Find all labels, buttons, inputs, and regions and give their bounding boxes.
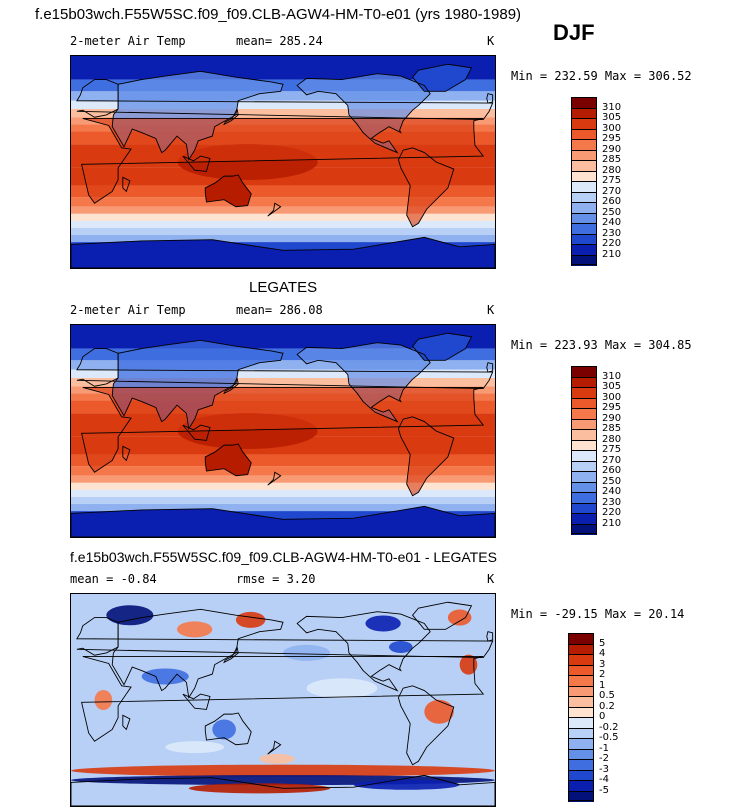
panel-2-units: K [487,303,495,317]
panel-1-map [70,55,496,269]
colorbar-label: 305 [602,381,622,392]
colorbar-label: 0.2 [599,700,615,712]
colorbar-label: -2 [599,753,609,764]
colorbar-label: 0.5 [599,690,615,701]
panel-3-title: f.e15b03wch.F55W5SC.f09_f09.CLB-AGW4-HM-… [70,549,497,565]
colorbar-frame [571,366,597,534]
season-label: DJF [553,20,595,45]
panel-1-units: K [487,34,495,48]
colorbar-label: 290 [602,412,622,424]
colorbar-label: 305 [602,112,622,123]
colorbar-label: 1 [599,679,606,691]
panel-2-map [70,324,496,538]
panel-3-colorbar: 5 4 3 2 1 0.5 0.2 0 -0.2 -0.5 -1 -2 -3 -4 -5 [568,633,628,802]
colorbar-label: 275 [602,444,622,455]
colorbar-label: -0.5 [599,732,619,743]
colorbar-label: 270 [602,185,622,197]
panel-2-minmax: Min = 223.93 Max = 304.85 [511,338,692,352]
panel-3-units: K [487,572,495,586]
colorbar-label: 3 [599,658,606,670]
panel-1-minmax: Min = 232.59 Max = 306.52 [511,69,692,83]
colorbar-label: 2 [599,669,606,680]
colorbar-label: 0 [599,711,606,722]
colorbar-label: 280 [602,164,622,176]
colorbar-label: 260 [602,196,622,207]
colorbar-label: 250 [602,206,622,218]
colorbar-label: 295 [602,402,622,413]
colorbar-label: 230 [602,227,622,239]
colorbar-label: 275 [602,175,622,186]
colorbar-label: 220 [602,507,622,518]
colorbar-label: -1 [599,742,609,754]
panel-2-colorbar: 310 305 300 295 290 285 280 275 270 260 250 240 230 2… [571,366,631,535]
figure-title: f.e15b03wch.F55W5SC.f09_f09.CLB-AGW4-HM-… [35,6,522,23]
panel-2-title: LEGATES [249,279,318,296]
colorbar-label: -4 [599,774,609,785]
colorbar-frame [568,633,594,801]
colorbar-label: 310 [602,370,622,382]
colorbar-label: 295 [602,133,622,144]
colorbar-label: 285 [602,423,622,434]
colorbar-label: 210 [602,248,622,260]
colorbar-label: 240 [602,486,622,497]
colorbar-label: 230 [602,496,622,508]
colorbar-frame [571,97,597,265]
colorbar-label: 290 [602,143,622,155]
panel-2-mean: mean= 286.08 [236,303,323,317]
colorbar-label: 310 [602,101,622,113]
colorbar-label: 250 [602,475,622,487]
colorbar-label: -5 [599,784,609,796]
colorbar-label: 210 [602,517,622,529]
colorbar-label: -3 [599,763,609,775]
colorbar-label: 280 [602,433,622,445]
panel-1-mean: mean= 285.24 [236,34,323,48]
colorbar-label: 220 [602,238,622,249]
colorbar-label: 260 [602,465,622,476]
colorbar-label: 300 [602,391,622,403]
colorbar-label: 240 [602,217,622,228]
colorbar-label: 270 [602,454,622,466]
panel-3-rmse: rmse = 3.20 [236,572,316,586]
colorbar-label: 4 [599,648,606,659]
colorbar-label: 285 [602,154,622,165]
colorbar-label: 300 [602,122,622,134]
panel-3-mean: mean = -0.84 [70,572,157,586]
panel-1-variable: 2-meter Air Temp [70,34,186,48]
panel-3-map [70,593,496,807]
panel-1-colorbar: 310 305 300 295 290 285 280 275 270 260 250 240 230 2… [571,97,631,266]
colorbar-label: -0.2 [599,721,619,733]
panel-3-minmax: Min = -29.15 Max = 20.14 [511,607,685,621]
panel-2-variable: 2-meter Air Temp [70,303,186,317]
colorbar-label: 5 [599,637,606,649]
